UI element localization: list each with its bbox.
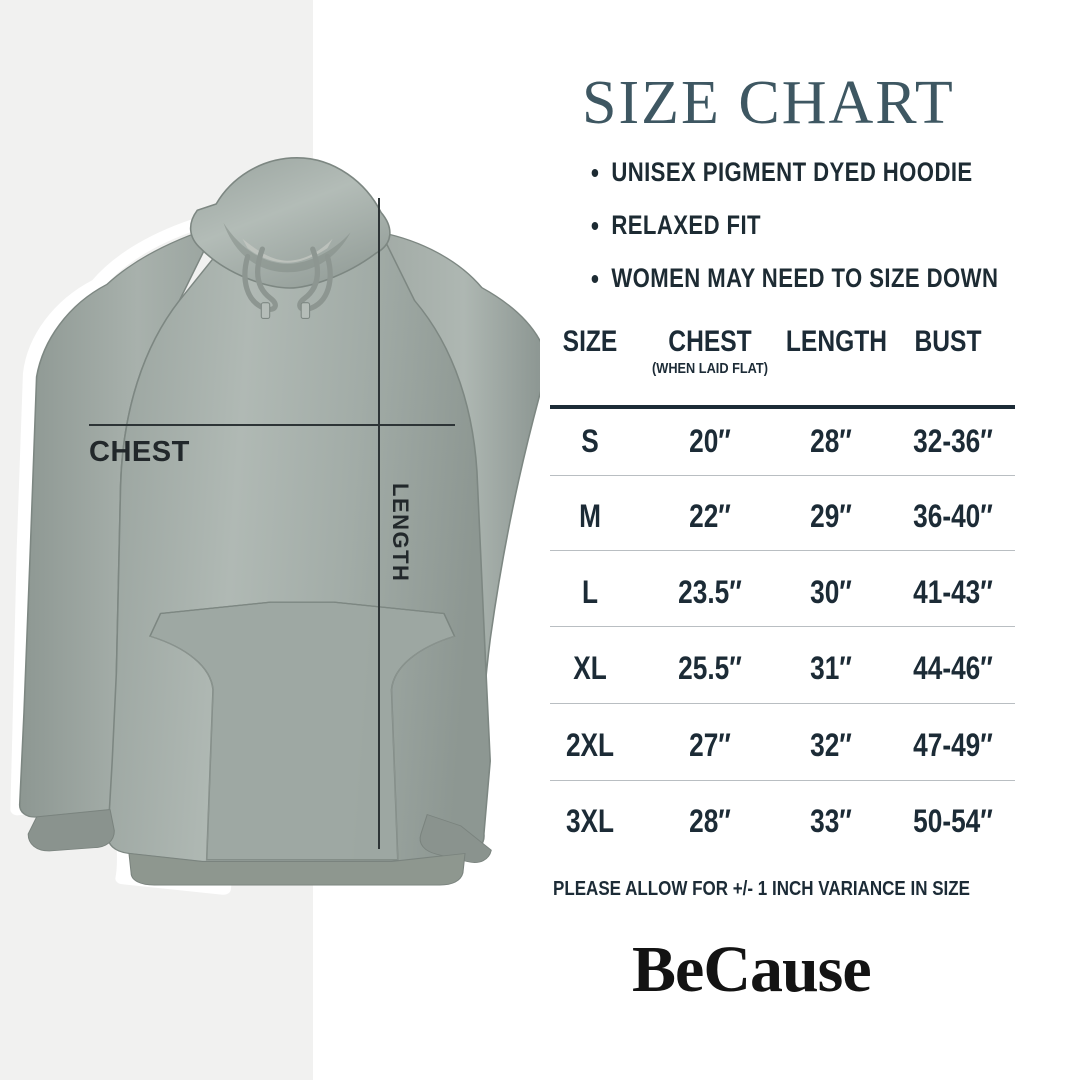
svg-text:LENGTH: LENGTH <box>388 483 413 582</box>
svg-text:CHEST: CHEST <box>89 436 190 468</box>
